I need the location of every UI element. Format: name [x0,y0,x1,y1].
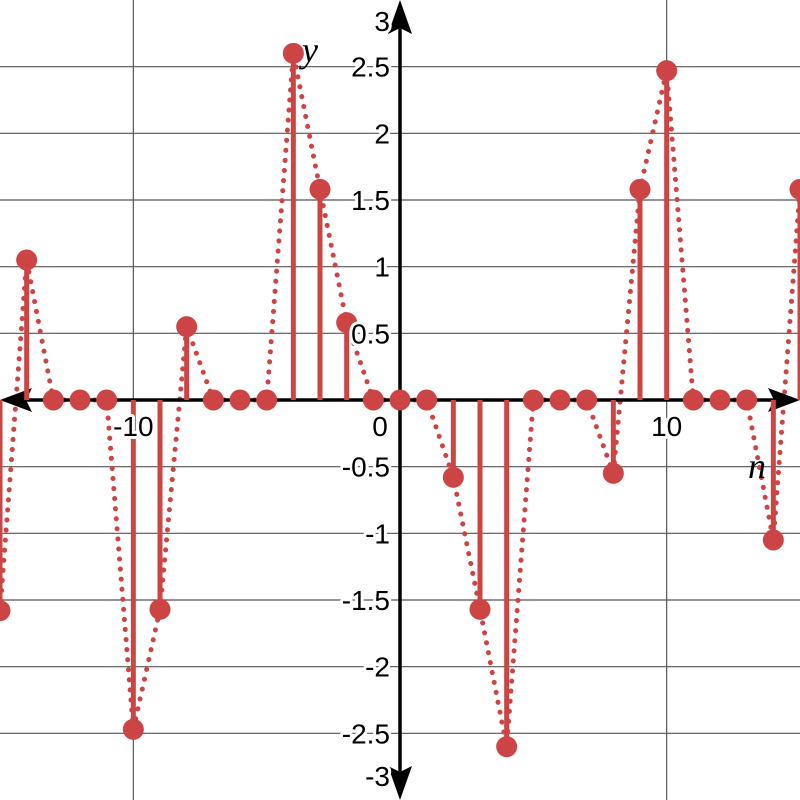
data-point [176,316,198,338]
y-tick-label: 3 [374,6,390,37]
data-point [282,42,304,64]
x-tick-label: -10 [113,411,153,442]
data-point [389,389,411,411]
x-axis-left-arrow-icon [0,388,32,412]
data-point [96,389,118,411]
y-tick-label: 1 [374,252,390,283]
x-axis-label: n [748,446,766,486]
data-point [202,389,224,411]
y-axis-label: y [299,30,318,70]
y-tick-label: -0.5 [342,452,390,483]
data-point [416,389,438,411]
y-axis-bottom-arrow-icon [388,766,412,800]
x-axis-right-arrow-icon [768,388,800,412]
data-point [42,389,64,411]
data-point [362,389,384,411]
data-point [336,312,358,334]
data-point [16,249,38,271]
data-point [256,389,278,411]
y-tick-label: -3 [365,761,390,792]
y-tick-label: -1.5 [342,585,390,616]
y-tick-label: 1.5 [351,185,390,216]
data-point [522,389,544,411]
stems [0,53,800,747]
y-tick-label: 2.5 [351,52,390,83]
data-point [122,718,144,740]
data-point [656,60,678,82]
data-point [789,178,800,200]
data-point [576,389,598,411]
data-point [629,178,651,200]
data-point [442,466,464,488]
data-point [549,389,571,411]
data-point [496,736,518,758]
data-point [602,462,624,484]
x-tick-label: 0 [372,411,388,442]
data-point [736,389,758,411]
tick-labels: -10 0 10 -3 -2.5 -2 -1.5 -1 -0.5 0.5 1 1.5 2 2.5 3 [110,3,685,795]
data-point [762,529,784,551]
data-point [469,598,491,620]
y-axis-top-arrow-icon [388,0,412,34]
y-tick-label: -2 [365,652,390,683]
data-point [0,600,11,622]
data-point [309,178,331,200]
data-point [229,389,251,411]
data-point [709,389,731,411]
y-tick-label: -1 [365,518,390,549]
data-point [149,598,171,620]
y-tick-label: 0.5 [351,318,390,349]
data-point [69,389,91,411]
x-tick-label: 10 [651,411,682,442]
y-tick-label: 2 [374,118,390,149]
data-point [682,389,704,411]
y-tick-label: -2.5 [342,718,390,749]
markers [0,42,800,758]
